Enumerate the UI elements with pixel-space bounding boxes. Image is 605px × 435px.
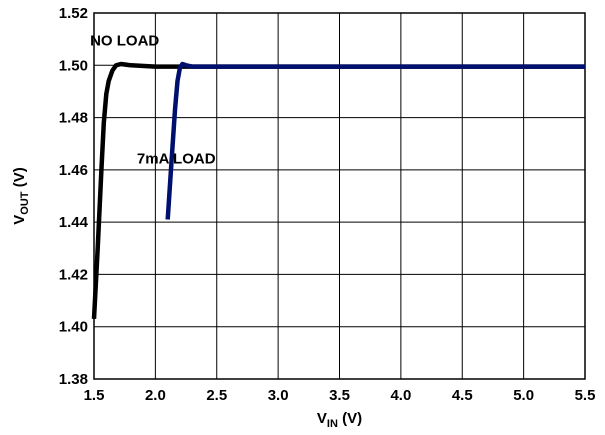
- plot-area-frame: [93, 12, 586, 380]
- y-tick-label: 1.50: [59, 57, 88, 74]
- x-tick-label: 3.0: [268, 387, 289, 404]
- x-tick-label: 5.5: [575, 387, 596, 404]
- y-tick-labels: 1.38 1.40 1.42 1.44 1.46 1.48 1.50 1.52: [59, 5, 89, 388]
- y-tick-label: 1.40: [59, 319, 88, 336]
- x-axis-title: VIN (V): [317, 410, 362, 430]
- x-tick-label: 4.0: [390, 387, 411, 404]
- y-axis-title: VOUT (V): [11, 167, 31, 224]
- x-tick-label: 4.5: [452, 387, 473, 404]
- y-tick-label: 1.52: [59, 5, 88, 22]
- y-tick-label: 1.42: [59, 266, 88, 283]
- x-tick-labels: 1.5 2.0 2.5 3.0 3.5 4.0 4.5 5.0 5.5: [84, 387, 596, 404]
- series-label: NO LOAD: [90, 33, 159, 50]
- y-tick-label: 1.44: [59, 214, 89, 231]
- x-tick-label: 2.5: [206, 387, 227, 404]
- y-tick-label: 1.48: [59, 110, 88, 127]
- series-line-7ma-load: [165, 61, 585, 220]
- x-tick-label: 3.5: [329, 387, 350, 404]
- x-tick-label: 2.0: [145, 387, 166, 404]
- series-lines: [91, 61, 585, 320]
- series-label: 7mA LOAD: [137, 150, 216, 167]
- y-tick-label: 1.46: [59, 162, 88, 179]
- annotations: NO LOAD 7mA LOAD: [90, 33, 216, 168]
- x-tick-label: 5.0: [513, 387, 534, 404]
- y-tick-label: 1.38: [59, 371, 88, 388]
- x-tick-label: 1.5: [84, 387, 105, 404]
